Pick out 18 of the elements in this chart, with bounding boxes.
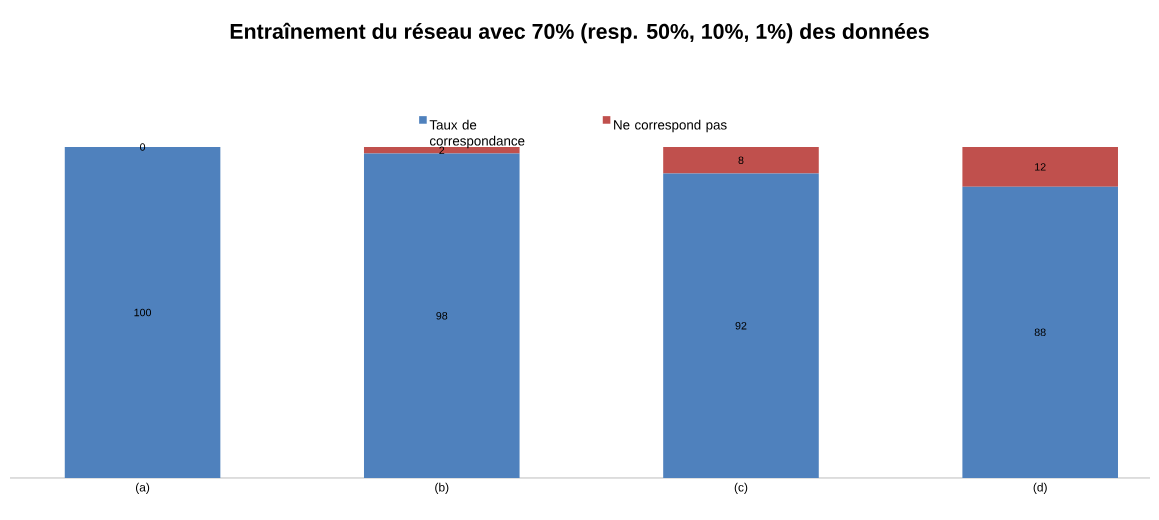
bar [663, 146, 819, 174]
data-label: 92 [735, 321, 747, 330]
data-label: 8 [738, 156, 744, 164]
bar [962, 186, 1118, 478]
data-label: 88 [1034, 328, 1046, 337]
x-tick-label: (c) [734, 482, 748, 494]
x-tick-label: (a) [135, 482, 150, 494]
bar [663, 173, 819, 478]
x-tick-label: (b) [435, 482, 449, 494]
data-label: 0 [140, 143, 146, 151]
data-label: 98 [436, 312, 448, 320]
bar [962, 146, 1118, 187]
data-label: 12 [1035, 163, 1046, 171]
data-label: 100 [134, 308, 152, 317]
bar [363, 153, 520, 478]
chart-title: Entraînement du réseau avec 70% (resp. 50%, 10%, 1%) des données [230, 22, 929, 44]
x-tick-label: (d) [1033, 482, 1047, 494]
legend-label: Ne correspond pas [614, 119, 727, 133]
